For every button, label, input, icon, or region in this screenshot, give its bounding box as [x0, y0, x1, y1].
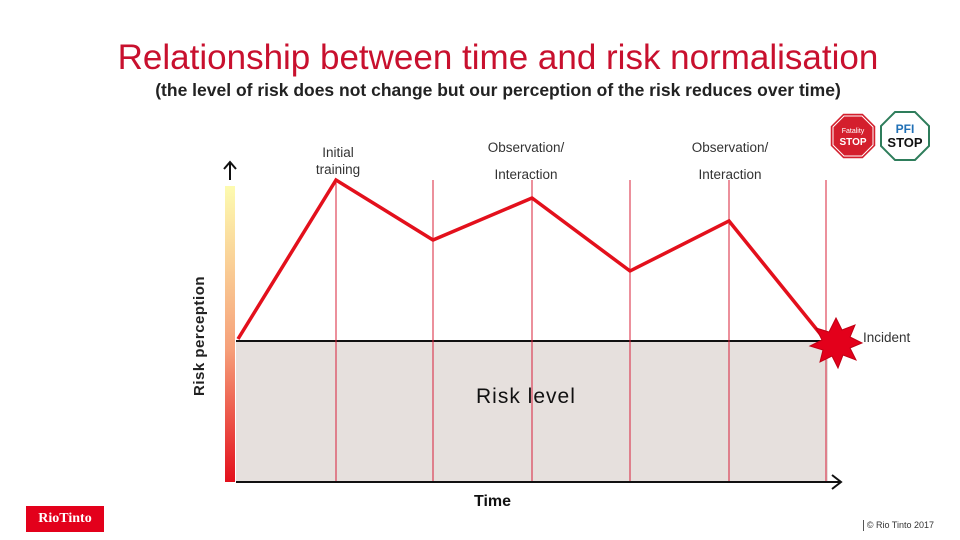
- annotation-observation-2-line2: Interaction: [698, 167, 761, 182]
- slide-title: Relationship between time and risk norma…: [117, 38, 879, 77]
- incident-label: Incident: [863, 330, 911, 345]
- pfi-stop-badge-icon: PFI STOP: [880, 111, 930, 161]
- annotation-initial-training-line2: training: [316, 162, 360, 177]
- risk-perception-gradient-bar: [225, 186, 235, 482]
- fatality-stop-line1: Fatality: [842, 128, 865, 135]
- risk-perception-line: [236, 177, 824, 340]
- fatality-stop-badge-icon: Fatality STOP: [829, 112, 877, 160]
- x-axis-label: Time: [474, 493, 511, 510]
- risk-level-label: Risk level: [476, 385, 576, 408]
- y-axis-arrow: [223, 160, 237, 180]
- annotation-observation-1-line1: Observation/: [488, 140, 565, 155]
- copyright-footer: © Rio Tinto 2017: [862, 520, 934, 531]
- annotation-initial-training-line1: Initial: [322, 145, 354, 160]
- incident-burst-icon: [808, 316, 864, 370]
- annotation-observation-1-line2: Interaction: [494, 167, 557, 182]
- annotation-observation-2-line1: Observation/: [692, 140, 769, 155]
- pfi-stop-line1: PFI: [896, 122, 915, 136]
- x-axis: [236, 474, 843, 490]
- y-axis-label: Risk perception: [191, 276, 208, 396]
- rio-tinto-logo: RioTinto: [26, 506, 104, 532]
- time-gridlines: [335, 180, 827, 482]
- fatality-stop-line2: STOP: [839, 137, 866, 148]
- pfi-stop-line2: STOP: [887, 135, 922, 150]
- slide-subtitle: (the level of risk does not change but o…: [155, 80, 841, 100]
